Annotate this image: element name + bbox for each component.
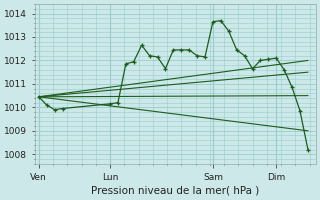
X-axis label: Pression niveau de la mer( hPa ): Pression niveau de la mer( hPa )	[91, 186, 260, 196]
